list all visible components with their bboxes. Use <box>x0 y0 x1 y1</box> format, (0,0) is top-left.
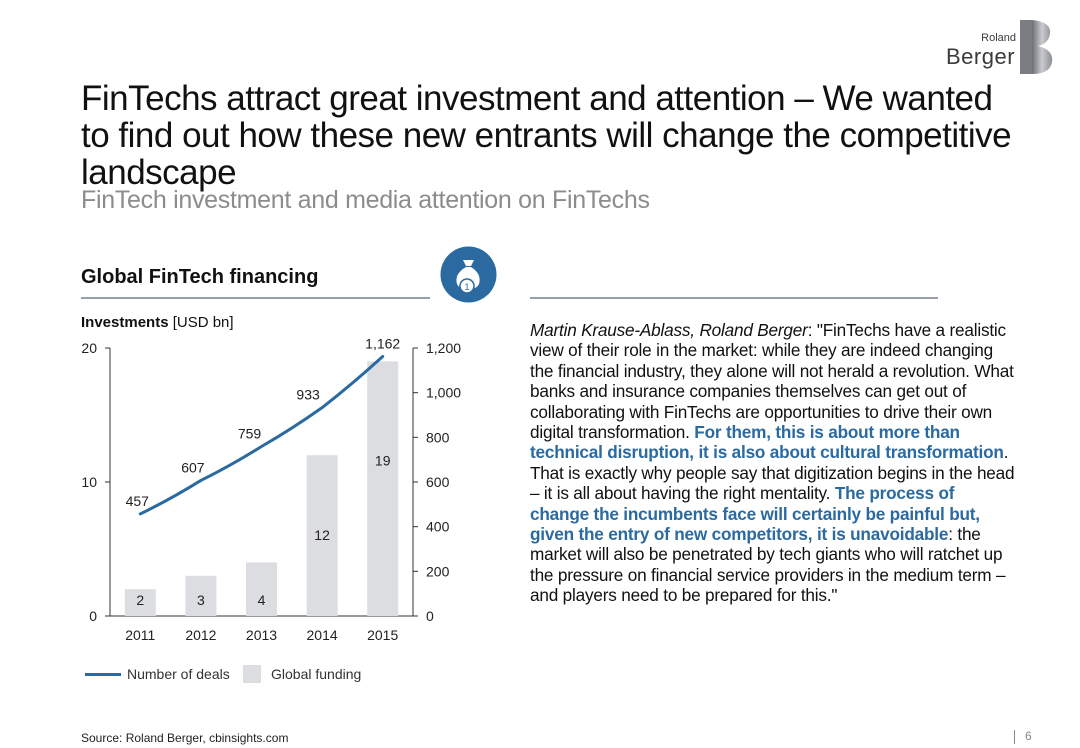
quote-part-3: : the market will also be penetrated by … <box>530 524 1006 606</box>
bar-value-label: 12 <box>314 527 330 543</box>
investments-unit: [USD bn] <box>168 314 234 331</box>
line-value-label: 933 <box>296 387 320 403</box>
money-bag-icon: 1 <box>440 246 497 303</box>
right-axis-tick-label: 200 <box>426 563 450 579</box>
page-subtitle: FinTech investment and media attention o… <box>81 186 650 214</box>
bar-value-label: 3 <box>197 592 205 608</box>
legend-deals-label: Number of deals <box>127 666 230 682</box>
svg-text:1: 1 <box>464 282 469 292</box>
investments-label: Investments <box>81 314 169 331</box>
right-axis-tick-label: 1,000 <box>426 385 461 401</box>
x-axis-tick-label: 2013 <box>246 627 277 643</box>
legend-deals-swatch <box>85 673 121 676</box>
x-axis-tick-label: 2011 <box>125 627 155 643</box>
section-divider-right <box>530 297 938 299</box>
right-axis-tick-label: 1,200 <box>426 340 461 356</box>
quote-text: Martin Krause-Ablass, Roland Berger: "Fi… <box>530 320 1015 606</box>
bar-value-label: 2 <box>136 592 144 608</box>
quote-part-2: . That is exactly why people say that di… <box>530 442 1015 504</box>
page-title: FinTechs attract great investment and at… <box>81 79 1012 192</box>
bar-value-label: 4 <box>258 592 266 608</box>
bar-global-funding <box>367 361 399 616</box>
bar-value-label: 19 <box>375 452 391 468</box>
left-axis-tick-label: 0 <box>89 608 97 624</box>
bar-global-funding <box>185 575 217 616</box>
page-number: 6 <box>1014 729 1032 744</box>
right-axis-tick-label: 800 <box>426 429 450 445</box>
page-number-value: 6 <box>1025 729 1032 743</box>
section-divider-left <box>81 297 430 299</box>
quote-highlight-1: For them, this is about more than techni… <box>530 422 1004 463</box>
quote-author: Martin Krause-Ablass, Roland Berger <box>530 320 808 340</box>
line-value-label: 1,162 <box>365 335 400 351</box>
logo-text-berger: Berger <box>946 44 1016 69</box>
bar-global-funding <box>124 589 156 616</box>
line-number-of-deals <box>138 354 385 516</box>
legend-funding-label: Global funding <box>271 666 362 682</box>
x-axis-tick-label: 2014 <box>307 627 338 643</box>
x-axis-tick-label: 2012 <box>185 627 216 643</box>
line-value-label: 607 <box>181 459 205 475</box>
x-axis-tick-label: 2015 <box>367 627 398 643</box>
section-title: Global FinTech financing <box>81 266 319 288</box>
logo-b-mark <box>1020 20 1053 74</box>
bar-global-funding <box>306 455 338 616</box>
page-number-divider <box>1014 729 1015 744</box>
left-axis-tick-label: 10 <box>81 474 97 490</box>
right-axis-tick-label: 400 <box>426 519 450 535</box>
line-value-label: 457 <box>126 493 150 509</box>
chart-unit-label: Investments [USD bn] <box>81 314 234 331</box>
quote-part-1: : "FinTechs have a realistic view of the… <box>530 320 1014 443</box>
source-note: Source: Roland Berger, cbinsights.com <box>81 731 289 745</box>
quote-highlight-2: The process of change the incumbents fac… <box>530 483 980 545</box>
right-axis-tick-label: 600 <box>426 474 450 490</box>
logo-text-roland: Roland <box>981 32 1016 44</box>
bar-global-funding <box>246 562 277 616</box>
left-axis-tick-label: 20 <box>81 340 97 356</box>
line-value-label: 759 <box>238 425 262 441</box>
right-axis-tick-label: 0 <box>426 608 434 624</box>
roland-berger-logo: Roland Berger <box>946 18 1058 78</box>
legend-funding-swatch <box>243 665 261 683</box>
